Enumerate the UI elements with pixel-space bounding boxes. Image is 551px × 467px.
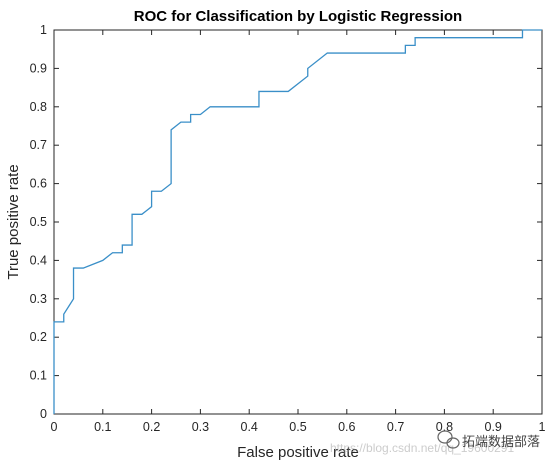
- x-tick-label: 1: [539, 420, 546, 434]
- y-tick-label: 1: [40, 23, 47, 37]
- y-tick-label: 0.9: [30, 61, 47, 75]
- x-tick-label: 0.1: [94, 420, 111, 434]
- x-tick-label: 0.7: [387, 420, 404, 434]
- plot-area: 0 0.1 0.2 0.3 0.4 0.5 0.6 0.7 0.8 0.9 1 0 0.1 0.2 0.3…: [30, 23, 546, 434]
- chart-title: ROC for Classification by Logistic Regre…: [134, 8, 462, 25]
- x-tick-label: 0.5: [289, 420, 306, 434]
- x-tick-label: 0: [51, 420, 58, 434]
- y-tick-label: 0.3: [30, 292, 47, 306]
- y-tick-label: 0.5: [30, 215, 47, 229]
- watermark-url: https://blog.csdn.net/qq_19600291: [330, 441, 514, 455]
- watermark-brand: 拓端数据部落: [437, 430, 540, 450]
- x-tick-label: 0.8: [436, 420, 453, 434]
- x-axis-ticks: 0 0.1 0.2 0.3 0.4 0.5 0.6 0.7 0.8 0.9 1: [51, 30, 546, 434]
- axes-box: [53, 29, 543, 415]
- y-tick-label: 0.1: [30, 369, 47, 383]
- y-tick-label: 0.8: [30, 100, 47, 114]
- y-tick-label: 0.7: [30, 138, 47, 152]
- x-tick-label: 0.3: [192, 420, 209, 434]
- y-tick-label: 0: [40, 407, 47, 421]
- y-tick-label: 0.2: [30, 330, 47, 344]
- x-tick-label: 0.4: [241, 420, 258, 434]
- x-tick-label: 0.9: [485, 420, 502, 434]
- wechat-icon: [437, 430, 460, 449]
- x-axis-label: False positive rate: [237, 444, 359, 461]
- x-tick-label: 0.6: [338, 420, 355, 434]
- y-axis-label: True positive rate: [5, 164, 22, 279]
- roc-curve-line: [53, 29, 542, 414]
- watermark-brand-text: 拓端数据部落: [462, 435, 540, 450]
- y-tick-label: 0.4: [30, 253, 47, 267]
- x-tick-label: 0.2: [143, 420, 160, 434]
- y-tick-label: 0.6: [30, 177, 47, 191]
